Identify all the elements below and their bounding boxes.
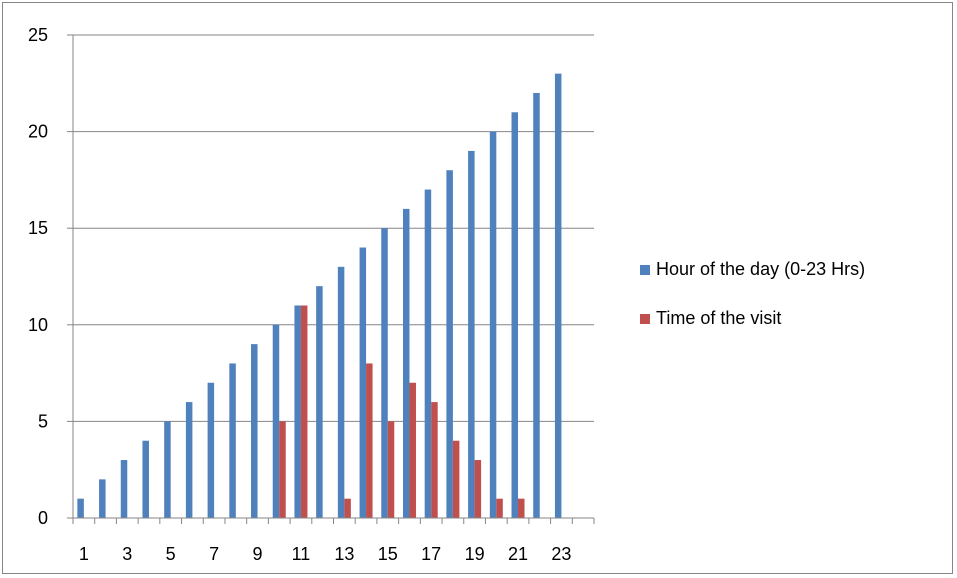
bar-time-of-visit <box>279 421 286 518</box>
bar-time-of-visit <box>409 382 416 518</box>
bar-time-of-visit <box>300 305 308 518</box>
bar-time-of-visit <box>452 440 460 518</box>
x-tick-labels: 1 3 5 7 9 11 13 15 17 19 21 23 <box>79 544 572 564</box>
x-tick-label: 11 <box>292 544 311 564</box>
bar-hour-of-day <box>402 208 410 518</box>
bar-hour-of-day <box>294 305 301 518</box>
bar-hour-of-day <box>316 286 323 518</box>
bar-hour-of-day <box>359 247 367 518</box>
bar-hour-of-day <box>272 324 280 518</box>
y-tick-label: 0 <box>38 508 48 528</box>
bar-hour-of-day <box>489 131 497 518</box>
bar-time-of-visit <box>496 498 503 518</box>
axes <box>72 35 595 524</box>
x-tick-label: 3 <box>122 544 132 564</box>
legend-label: Time of the visit <box>656 308 781 328</box>
x-tick-label: 17 <box>421 544 441 564</box>
bar-time-of-visit <box>387 421 395 518</box>
gridlines <box>67 34 594 519</box>
x-tick-label: 9 <box>253 544 263 564</box>
bar-hour-of-day <box>185 402 193 518</box>
bar-hour-of-day <box>337 266 345 518</box>
bar-hour-of-day <box>251 344 258 518</box>
bar-time-of-visit <box>344 498 351 518</box>
legend: Hour of the day (0-23 Hrs) Time of the vi… <box>640 259 865 328</box>
legend-swatch <box>640 265 650 275</box>
bar-hour-of-day <box>511 112 519 518</box>
bar-hour-of-day <box>207 382 215 518</box>
bar-hour-of-day <box>142 440 149 518</box>
x-tick-label: 5 <box>166 544 176 564</box>
bar-hour-of-day <box>381 228 388 518</box>
bar-hour-of-day <box>446 170 453 519</box>
bar-time-of-visit <box>474 460 482 518</box>
bar-time-of-visit <box>366 363 373 518</box>
bar-hour-of-day <box>554 73 562 518</box>
legend-swatch <box>640 314 650 324</box>
bar-time-of-visit <box>518 498 525 518</box>
bar-hour-of-day <box>468 150 475 519</box>
bars <box>77 73 562 519</box>
y-tick-label: 20 <box>28 122 48 142</box>
x-tick-label: 7 <box>209 544 219 564</box>
bar-hour-of-day <box>99 479 106 518</box>
x-tick-label: 15 <box>378 544 398 564</box>
y-tick-label: 25 <box>28 25 48 45</box>
bar-hour-of-day <box>120 460 128 518</box>
y-tick-label: 15 <box>28 218 48 238</box>
bar-hour-of-day <box>164 421 171 518</box>
y-tick-label: 10 <box>28 315 48 335</box>
x-tick-label: 13 <box>334 544 354 564</box>
bar-time-of-visit <box>431 402 438 518</box>
bar-hour-of-day <box>424 189 432 518</box>
bar-hour-of-day <box>533 92 540 519</box>
x-tick-label: 1 <box>79 544 89 564</box>
x-tick-label: 19 <box>465 544 485 564</box>
y-tick-labels: 0 5 10 15 20 25 <box>28 25 48 528</box>
bar-hour-of-day <box>229 363 236 518</box>
y-tick-label: 5 <box>38 411 48 431</box>
legend-label: Hour of the day (0-23 Hrs) <box>656 259 865 279</box>
x-tick-label: 23 <box>551 544 571 564</box>
x-tick-label: 21 <box>508 544 528 564</box>
bar-hour-of-day <box>77 498 84 518</box>
